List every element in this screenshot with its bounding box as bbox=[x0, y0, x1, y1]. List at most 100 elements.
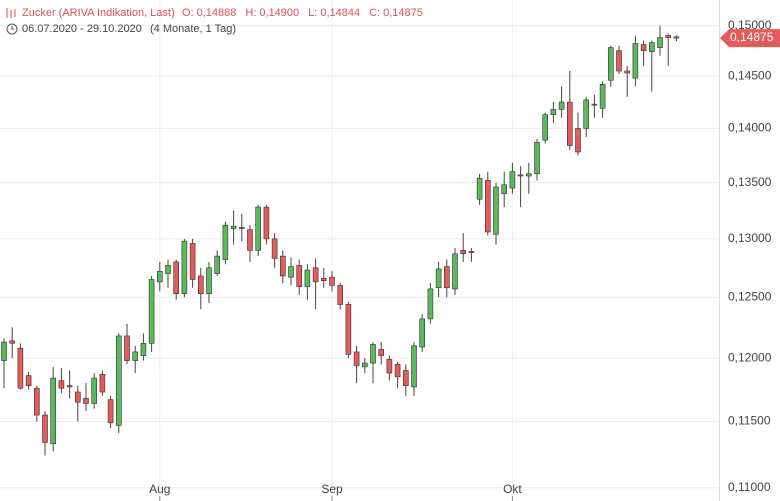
ohlc-key: L: bbox=[308, 7, 317, 19]
ohlc-value: 0,14900 bbox=[259, 7, 299, 19]
candle-body bbox=[107, 399, 114, 424]
candle-body bbox=[9, 340, 15, 344]
candle-body bbox=[411, 345, 417, 388]
candle-body bbox=[198, 275, 204, 295]
candle-body bbox=[91, 377, 97, 404]
candle-body bbox=[566, 101, 573, 146]
y-tick-label: 0,12500 bbox=[728, 289, 772, 303]
last-price-tag bbox=[720, 29, 780, 48]
candle-body bbox=[279, 255, 286, 277]
candle-body bbox=[435, 268, 442, 289]
candle-body bbox=[534, 142, 540, 175]
candle-body bbox=[460, 250, 467, 255]
candle-body bbox=[337, 285, 344, 305]
header-bg bbox=[2, 6, 16, 20]
duration: (4 Monate, 1 Tag) bbox=[150, 23, 236, 35]
candle-body bbox=[148, 279, 155, 344]
candle-body bbox=[648, 42, 655, 52]
indicator-icon bbox=[6, 8, 16, 18]
candle-body bbox=[214, 255, 220, 274]
candle-body bbox=[468, 251, 475, 253]
candle-body bbox=[124, 335, 130, 361]
candle-body bbox=[42, 414, 48, 443]
candle-body bbox=[189, 243, 196, 280]
candle-body bbox=[624, 70, 631, 74]
candle-body bbox=[591, 103, 598, 106]
candle-body bbox=[271, 238, 278, 259]
candle-body bbox=[427, 288, 434, 320]
ohlc-key: H: bbox=[245, 7, 256, 19]
candle-body bbox=[345, 304, 352, 355]
ohlc-key: C: bbox=[369, 7, 380, 19]
candle-body bbox=[50, 377, 57, 445]
candle-body bbox=[165, 265, 171, 274]
candle-body bbox=[304, 269, 311, 287]
candle-body bbox=[443, 266, 450, 289]
candle-body bbox=[157, 270, 163, 283]
candle-body bbox=[255, 206, 261, 251]
x-tick-label: Aug bbox=[149, 482, 170, 496]
ohlc-value: 0,14844 bbox=[320, 7, 360, 19]
candle-body bbox=[140, 342, 147, 356]
candle-body bbox=[296, 265, 303, 287]
candle-body bbox=[501, 184, 508, 194]
candle-body bbox=[66, 385, 73, 388]
candle-body bbox=[239, 227, 245, 229]
candle-body bbox=[632, 43, 639, 79]
candle-body bbox=[640, 44, 647, 51]
candle-body bbox=[525, 173, 532, 177]
candle-body bbox=[616, 50, 622, 72]
candle-body bbox=[222, 224, 229, 260]
candle-body bbox=[583, 99, 590, 129]
candle-body bbox=[1, 341, 7, 361]
candle-body bbox=[288, 266, 294, 278]
y-tick-label: 0,11500 bbox=[728, 414, 771, 428]
y-tick-label: 0,15000 bbox=[728, 18, 772, 32]
y-tick-label: 0,11000 bbox=[728, 480, 771, 494]
y-tick-label: 0,13000 bbox=[728, 231, 772, 245]
candle-body bbox=[263, 206, 270, 240]
candle-body bbox=[394, 364, 401, 378]
clock-icon bbox=[6, 23, 18, 35]
candle-body bbox=[452, 253, 458, 290]
candle-body bbox=[657, 37, 663, 48]
candle-body bbox=[378, 349, 385, 356]
candle-body bbox=[116, 335, 122, 426]
candle-body bbox=[353, 351, 360, 366]
candle-body bbox=[132, 351, 138, 361]
y-tick-label: 0,14500 bbox=[728, 68, 772, 82]
date-range: 06.07.2020 - 29.10.2020 bbox=[22, 23, 142, 35]
ohlc-key: O: bbox=[182, 7, 194, 19]
candle-body bbox=[599, 84, 606, 109]
candle-body bbox=[517, 174, 524, 177]
candle-body bbox=[607, 47, 614, 81]
candle-body bbox=[206, 267, 212, 295]
candle-body bbox=[181, 240, 188, 295]
candle-body bbox=[361, 362, 368, 368]
candle-body bbox=[58, 380, 65, 389]
x-tick-label: Sep bbox=[321, 482, 343, 496]
y-tick-label: 0,14000 bbox=[728, 121, 772, 135]
header-title: Zucker (ARIVA Indikation, Last) bbox=[22, 7, 175, 19]
candle-body bbox=[17, 347, 24, 389]
candle-body bbox=[312, 267, 319, 283]
candle-body bbox=[386, 359, 393, 374]
candle-body bbox=[402, 370, 409, 386]
candle-body bbox=[484, 180, 491, 233]
candle-body bbox=[83, 398, 89, 404]
candle-body bbox=[493, 186, 499, 235]
candle-body bbox=[419, 318, 426, 348]
candle-body bbox=[25, 375, 32, 386]
candle-body bbox=[173, 261, 179, 295]
candle-body bbox=[230, 225, 237, 229]
y-tick-label: 0,12000 bbox=[728, 350, 772, 364]
ohlc-value: 0,14875 bbox=[383, 7, 423, 19]
candle-body bbox=[329, 276, 335, 286]
candle-body bbox=[75, 391, 81, 403]
candle-body bbox=[476, 177, 483, 200]
candle-body bbox=[33, 387, 40, 416]
candle-body bbox=[99, 374, 106, 393]
candle-body bbox=[247, 229, 253, 251]
